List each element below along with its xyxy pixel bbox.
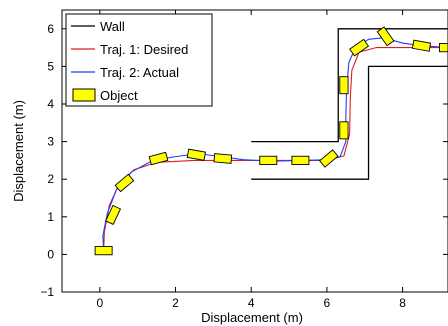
- legend: Wall Traj. 1: Desired Traj. 2: Actual Ob…: [65, 13, 213, 107]
- legend-wall-label: Wall: [100, 19, 125, 34]
- object-box: [259, 155, 278, 165]
- wall-line: [251, 65, 448, 180]
- y-tick-label: 6: [47, 22, 54, 36]
- actual-trajectory-line: [102, 37, 448, 251]
- object-box: [339, 121, 349, 140]
- object-box: [94, 246, 113, 256]
- object-box: [439, 43, 448, 53]
- x-tick-label: 8: [399, 296, 406, 310]
- object-box: [114, 173, 135, 193]
- x-tick-label: 6: [324, 296, 331, 310]
- y-axis-label: Displacement (m): [11, 100, 26, 202]
- object-box: [105, 204, 122, 225]
- x-axis-label: Displacement (m): [201, 310, 303, 325]
- x-tick-label: 0: [96, 296, 103, 310]
- legend-actual-label: Traj. 2: Actual: [100, 65, 179, 80]
- object-box: [411, 39, 432, 52]
- y-tick-label: −1: [40, 285, 54, 299]
- object-box: [339, 76, 349, 95]
- object-box: [376, 26, 395, 47]
- legend-desired-label: Traj. 1: Desired: [100, 42, 188, 57]
- object-box: [148, 151, 169, 166]
- x-tick-label: 4: [248, 296, 255, 310]
- y-tick-label: 3: [47, 135, 54, 149]
- x-tick-label: 2: [172, 296, 179, 310]
- y-tick-label: 2: [47, 172, 54, 186]
- wall-line: [251, 28, 448, 143]
- legend-object-swatch: [72, 88, 96, 102]
- y-tick-label: 4: [47, 97, 54, 111]
- legend-object-label: Object: [100, 88, 138, 103]
- y-tick-label: 0: [47, 247, 54, 261]
- object-box: [349, 38, 370, 57]
- plot-frame: [61, 9, 448, 293]
- object-box: [186, 148, 206, 161]
- object-box: [291, 155, 310, 165]
- y-tick-label: 1: [47, 210, 54, 224]
- object-box: [318, 149, 339, 168]
- y-tick-label: 5: [47, 59, 54, 73]
- axis-ticks: 0 2 4 6 8 −1 0 1 2 3 4 5 6: [40, 10, 448, 310]
- plot-content: [94, 26, 448, 256]
- object-box: [213, 153, 233, 164]
